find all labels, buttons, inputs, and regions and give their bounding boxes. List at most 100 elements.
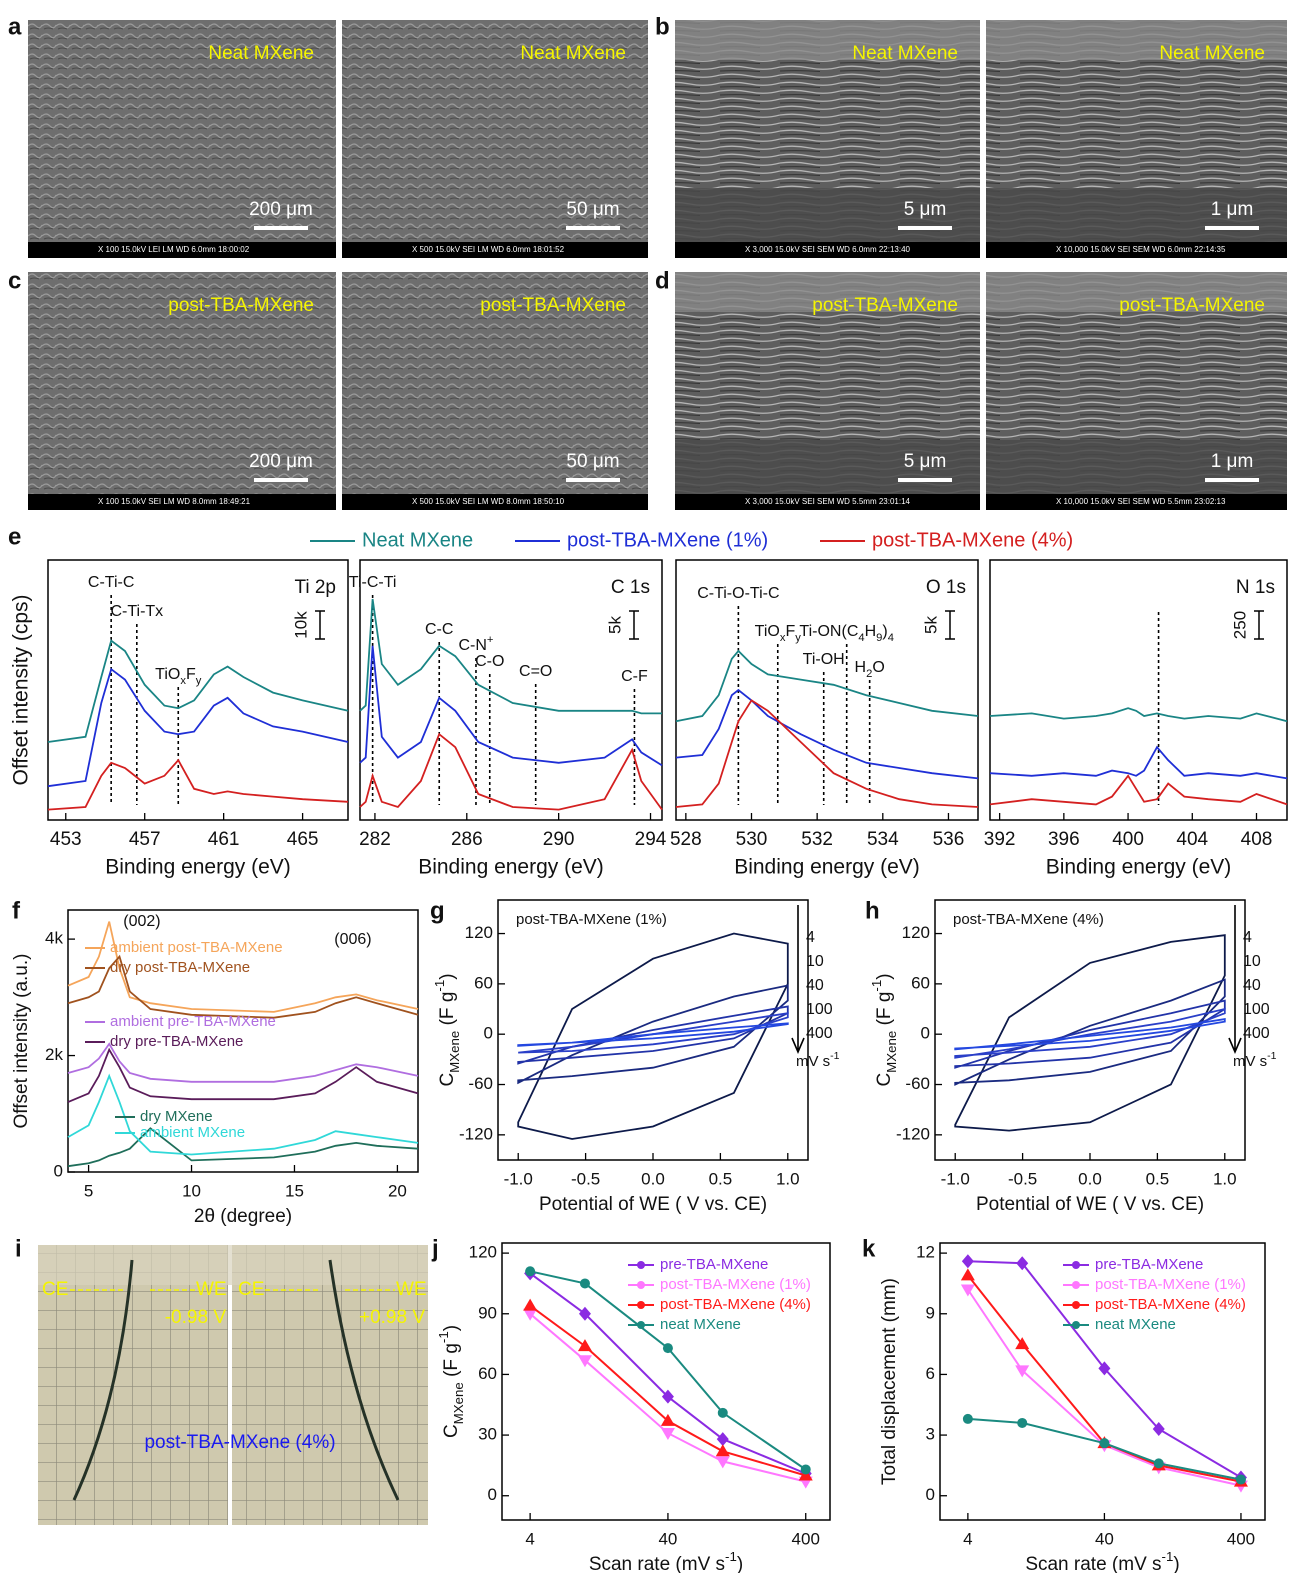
x-tick-label: 1.0 [776, 1169, 800, 1188]
sem-background [986, 188, 1287, 243]
marker [961, 1254, 974, 1269]
text-part: -1 [436, 1331, 451, 1343]
marker [1015, 1365, 1030, 1378]
marker [1099, 1438, 1110, 1449]
x-tick-label: 532 [801, 829, 833, 850]
panel-letter: k [862, 1235, 876, 1262]
legend-marker [1072, 1321, 1080, 1329]
y-tick-label: 120 [902, 923, 930, 942]
text-part: ) [1173, 1554, 1179, 1573]
text-part: -1 [869, 980, 884, 992]
x-axis-label: 2θ (degree) [194, 1206, 292, 1227]
x-tick-label: 4 [525, 1529, 534, 1548]
x-tick-label: 4 [963, 1529, 972, 1548]
peak-label: C-Ti-Tx [110, 603, 163, 620]
y-tick-label: 60 [478, 1364, 497, 1383]
text-part: x [180, 675, 186, 687]
sem-info: X 3,000 15.0kV SEI SEM WD 6.0mm 22:13:40 [745, 245, 911, 254]
sem-label: post-TBA-MXene [1119, 295, 1265, 316]
series-line [989, 745, 1288, 780]
marker [525, 1266, 536, 1277]
x-tick-label: 465 [287, 829, 319, 850]
x-tick-label: 1.0 [1213, 1169, 1237, 1188]
peak-label: C-Ti-O-Ti-C [697, 585, 779, 602]
sem-info: X 3,000 15.0kV SEI SEM WD 5.5mm 23:01:14 [745, 497, 911, 506]
spectrum-label: C 1s [611, 577, 650, 598]
scale-bar [1205, 478, 1259, 482]
legend-label: post-TBA-MXene (4%) [872, 529, 1073, 551]
text-part: -1 [830, 1050, 839, 1062]
x-axis-label: Binding energy (eV) [1046, 856, 1232, 879]
sem-label: post-TBA-MXene [168, 295, 314, 316]
text-part: TiO [755, 623, 780, 640]
y-tick-label: -60 [905, 1074, 930, 1093]
x-tick-label: -1.0 [504, 1169, 533, 1188]
x-tick-label: -0.5 [571, 1169, 600, 1188]
y-tick-label: -120 [896, 1124, 930, 1143]
peak-label: TiOxFy [155, 666, 202, 687]
legend-label: post-TBA-MXene (1%) [660, 1276, 811, 1293]
marker [579, 1278, 590, 1289]
sem-footer [675, 242, 980, 258]
x-tick-label: 528 [670, 829, 702, 850]
y-tick-label: 12 [916, 1243, 935, 1262]
text-part: 2 [866, 668, 872, 680]
legend-marker [637, 1301, 645, 1309]
series-line [954, 934, 1226, 1132]
text-part: -1 [1162, 1549, 1174, 1564]
peak-label: (006) [334, 931, 371, 948]
text-part: 9 [876, 632, 882, 644]
y-tick-label: 60 [911, 973, 930, 992]
x-tick-label: -1.0 [941, 1169, 970, 1188]
legend-label: ambient MXene [140, 1124, 245, 1141]
text-part: mV s [796, 1053, 830, 1070]
marker [960, 1268, 975, 1281]
text-part: (F g [874, 992, 895, 1031]
rate-unit: mV s-1 [1233, 1050, 1277, 1070]
series-line [989, 774, 1288, 806]
plot-frame [67, 909, 419, 1173]
rate-label: 10 [1243, 953, 1261, 970]
legend-marker [1072, 1281, 1080, 1289]
text-part: ) [737, 1554, 743, 1573]
y-tick-label: 0 [926, 1485, 935, 1504]
legend-label: post-TBA-MXene (1%) [516, 911, 667, 928]
photo-top [38, 1245, 428, 1285]
legend-label: dry pre-TBA-MXene [110, 1033, 243, 1050]
x-axis-label: Scan rate (mV s-1) [1025, 1549, 1179, 1573]
x-axis-label: Binding energy (eV) [105, 856, 291, 879]
legend-label: dry post-TBA-MXene [110, 959, 250, 976]
scale-bar [254, 226, 308, 230]
sem-info: X 100 15.0kV LEI LM WD 6.0mm 18:00:02 [98, 245, 250, 254]
sem-info: X 10,000 15.0kV SEI SEM WD 6.0mm 22:14:3… [1056, 245, 1226, 254]
x-tick-label: 396 [1048, 829, 1080, 850]
sem-info: X 10,000 15.0kV SEI SEM WD 5.5mm 23:02:1… [1056, 497, 1226, 506]
y-axis-label: Offset intensity (a.u.) [11, 954, 32, 1129]
sem-background [675, 20, 980, 60]
series-line [989, 707, 1288, 723]
panel-letter: a [8, 13, 22, 40]
sem-info: X 100 15.0kV SEI LM WD 8.0mm 18:49:21 [98, 497, 251, 506]
peak-label: C-O [475, 653, 504, 670]
scale-bar [254, 478, 308, 482]
panel-letter: c [8, 267, 21, 294]
scale-bar [1254, 610, 1264, 640]
rate-unit: mV s-1 [796, 1050, 840, 1070]
series-line [675, 649, 979, 723]
y-tick-label: 0 [488, 1485, 497, 1504]
x-tick-label: 0.0 [641, 1169, 665, 1188]
x-tick-label: 536 [933, 829, 965, 850]
series-line [47, 667, 349, 788]
rate-label: 400 [806, 1025, 833, 1042]
y-axis-label: CMXene (F g-1) [869, 973, 899, 1086]
text-part: O [872, 659, 884, 676]
sem-label: post-TBA-MXene [812, 295, 958, 316]
text-part: ) [882, 623, 887, 640]
photo [232, 1245, 428, 1525]
y-tick-label: -60 [468, 1074, 493, 1093]
scale-label: 50 μm [566, 451, 619, 472]
text-part: Scan rate (mV s [589, 1554, 725, 1573]
y-tick-label: 6 [926, 1364, 935, 1383]
scale-bar-label: 10k [291, 611, 310, 639]
